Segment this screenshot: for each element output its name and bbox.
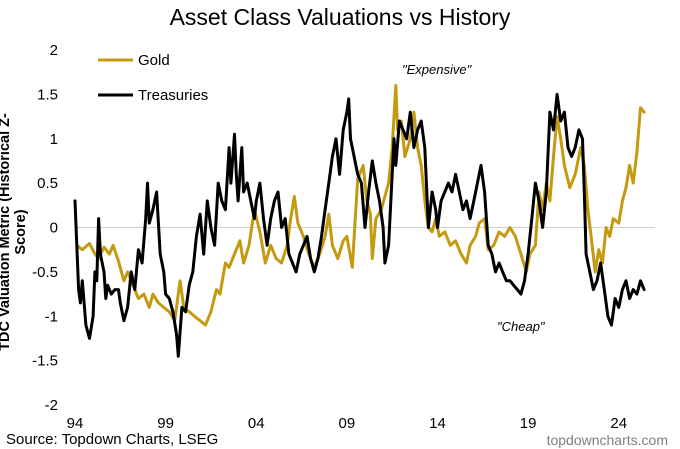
x-tick-label: 24	[610, 415, 627, 432]
series-layer	[73, 84, 646, 358]
y-tick-label: -1.5	[32, 353, 58, 370]
annotation-cheap: "Cheap"	[497, 319, 545, 334]
website-label: topdowncharts.com	[546, 432, 668, 448]
y-tick-label: 2	[50, 42, 58, 59]
y-tick-label: 1.5	[37, 86, 58, 103]
y-tick-label: -0.5	[32, 264, 58, 281]
x-axis: 94 99 04 09 14 19 24	[67, 415, 627, 432]
source-note: Source: Topdown Charts, LSEG	[6, 431, 219, 448]
series-line-gold	[75, 84, 646, 327]
legend-label-gold: Gold	[138, 52, 170, 69]
y-tick-label: 1	[50, 131, 58, 148]
legend: Gold Treasuries	[98, 52, 208, 104]
y-tick-label: 0.5	[37, 175, 58, 192]
y-tick-label: 0	[50, 220, 58, 237]
y-tick-label: -2	[45, 397, 58, 414]
y-tick-label: -1	[45, 308, 58, 325]
chart-title: Asset Class Valuations vs History	[169, 4, 511, 30]
annotation-expensive: "Expensive"	[402, 62, 472, 77]
x-tick-label: 94	[67, 415, 84, 432]
series-line-treasuries	[73, 92, 646, 358]
x-tick-label: 14	[429, 415, 446, 432]
x-tick-label: 19	[520, 415, 537, 432]
y-axis: 2 1.5 1 0.5 0 -0.5 -1 -1.5 -2	[32, 42, 58, 414]
legend-label-treasuries: Treasuries	[138, 87, 208, 104]
y-axis-label: TDC Valuation Metric (Historical Z-Score…	[0, 113, 29, 351]
x-tick-label: 99	[157, 415, 174, 432]
x-tick-label: 04	[248, 415, 265, 432]
x-tick-label: 09	[339, 415, 356, 432]
